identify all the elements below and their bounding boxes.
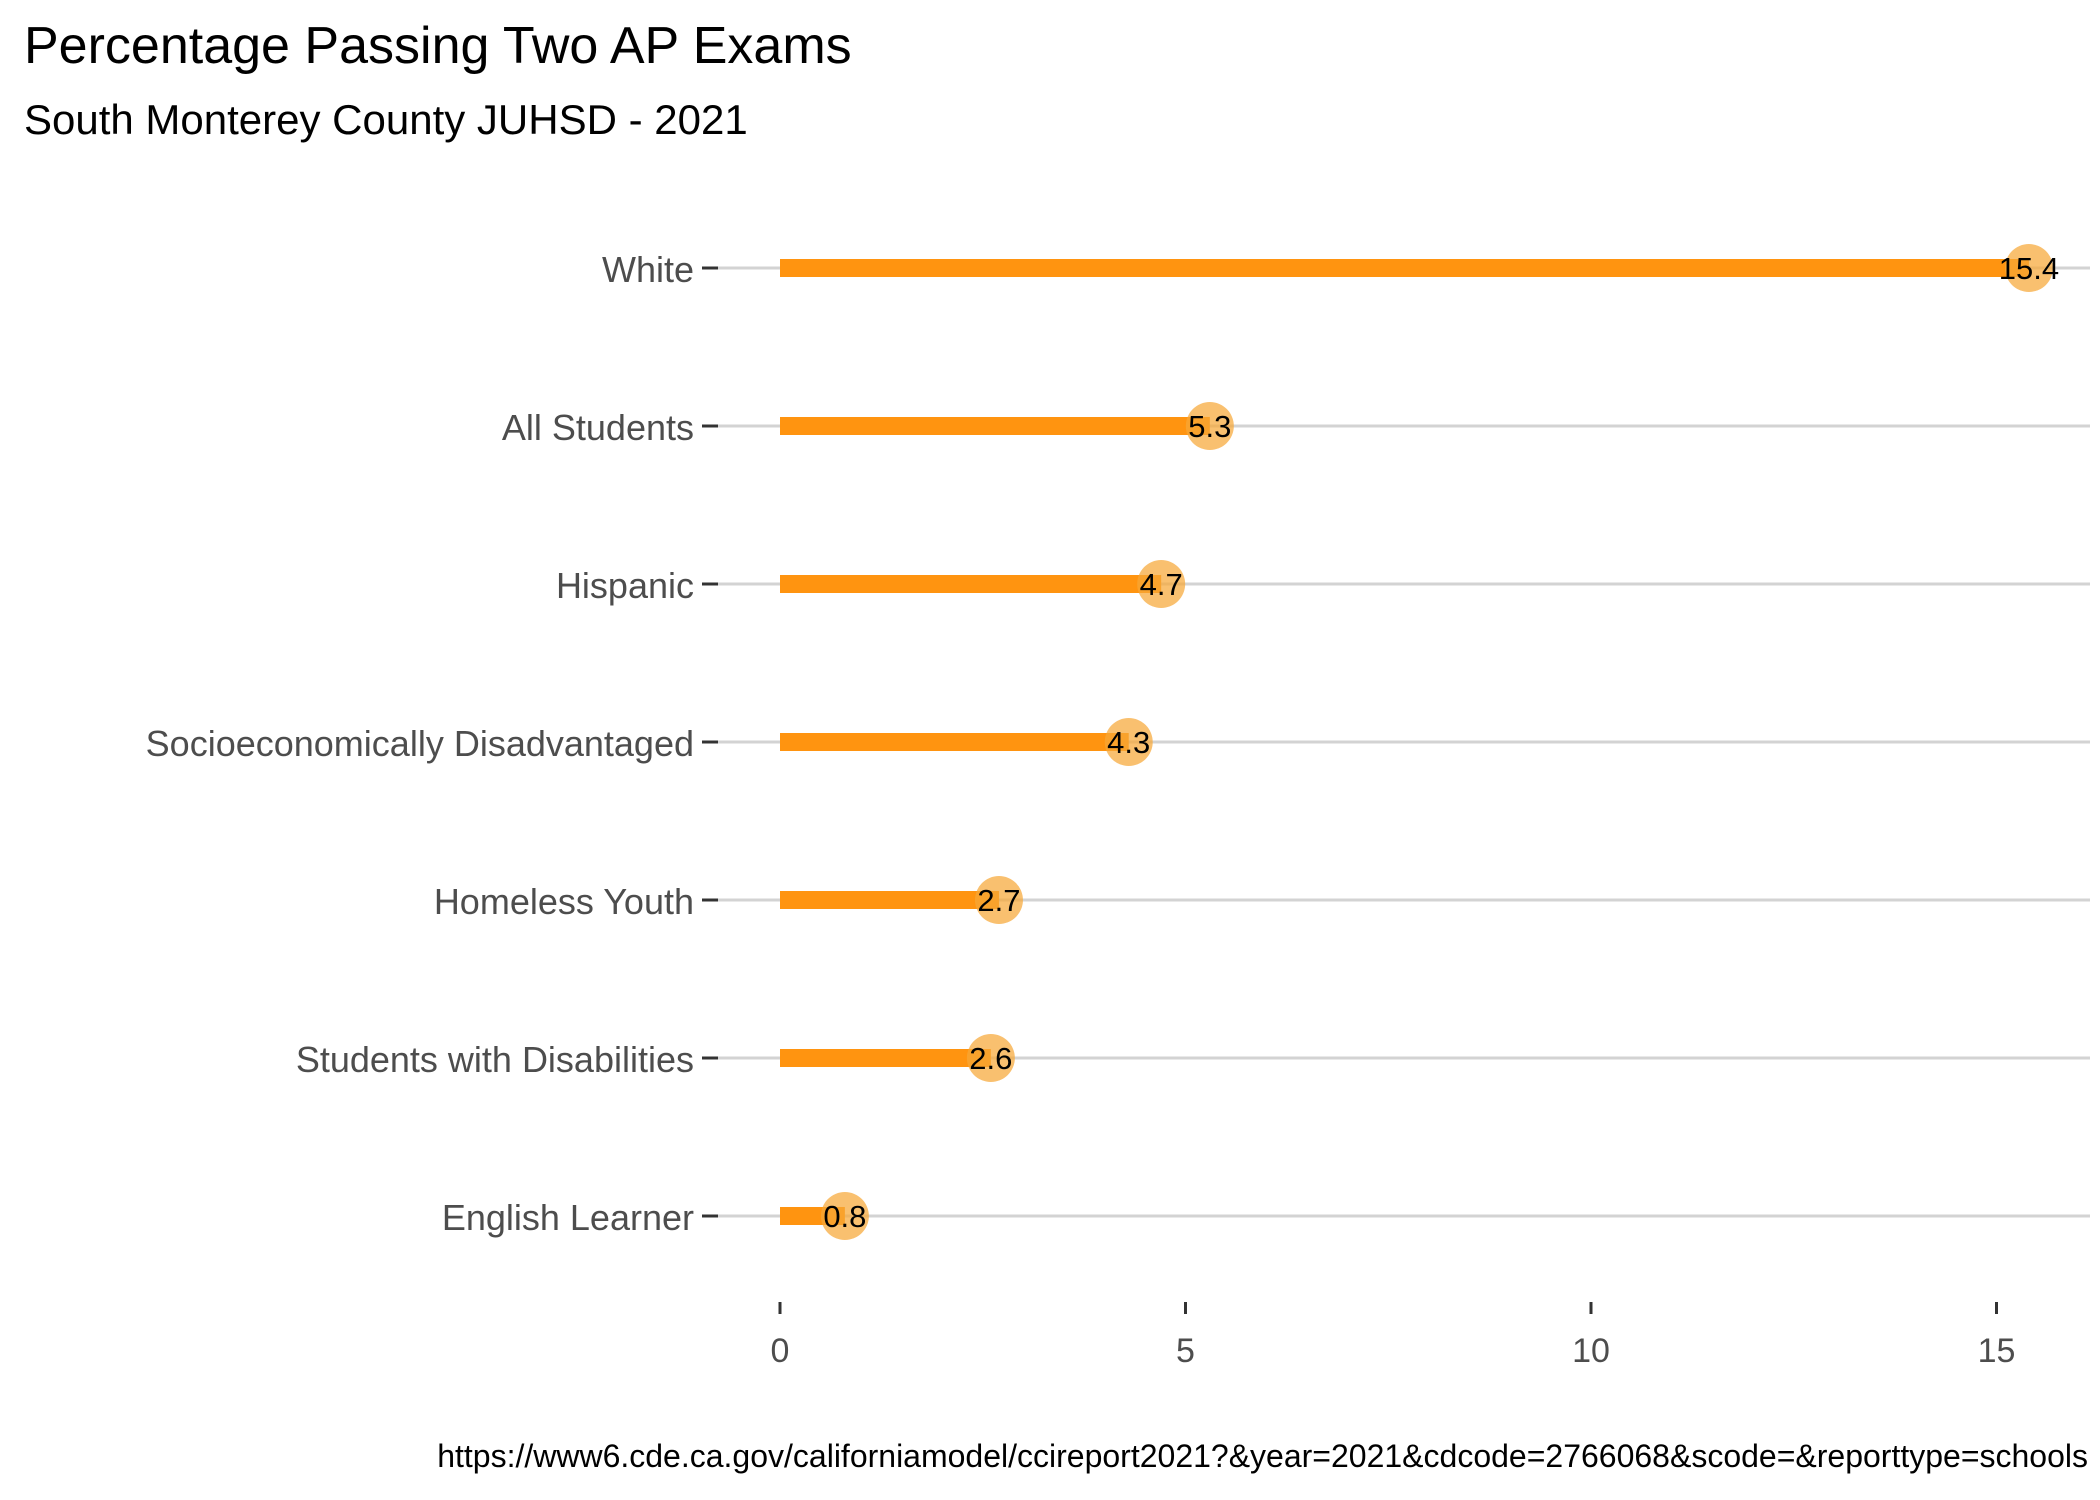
y-tick-label: Students with Disabilities (296, 1039, 694, 1080)
data-label: 2.6 (969, 1041, 1012, 1076)
x-tick-label: 0 (771, 1332, 790, 1370)
bar (780, 417, 1210, 435)
point (974, 876, 1023, 924)
y-tick-label: English Learner (442, 1197, 694, 1238)
x-tick-label: 5 (1176, 1332, 1195, 1370)
points (820, 244, 2053, 1240)
bar (780, 891, 999, 909)
bar (780, 1049, 991, 1067)
point (1104, 718, 1153, 766)
x-tick-label: 10 (1572, 1332, 1610, 1370)
y-tick-label: Socioeconomically Disadvantaged (146, 723, 694, 764)
y-axis-labels: White All Students Hispanic Socioeconomical… (146, 249, 718, 1238)
bar (780, 733, 1129, 751)
bar (780, 575, 1162, 593)
y-tick-label: All Students (502, 407, 694, 448)
data-label: 4.7 (1140, 567, 1183, 602)
data-label: 5.3 (1188, 409, 1231, 444)
point (820, 1192, 869, 1240)
y-tick-label: White (602, 249, 694, 290)
bar (780, 259, 2029, 277)
data-label: 2.7 (977, 883, 1020, 918)
point (966, 1034, 1015, 1082)
value-labels: 15.4 5.3 4.7 4.3 2.7 2.6 0.8 (823, 251, 2059, 1234)
data-label: 4.3 (1107, 725, 1150, 760)
x-axis: 0 5 10 15 (771, 1302, 2016, 1370)
chart-title: Percentage Passing Two AP Exams (24, 17, 852, 75)
point (2004, 244, 2053, 292)
data-label: 15.4 (1999, 251, 2059, 286)
y-tick-label: Hispanic (556, 565, 694, 606)
chart-subtitle: South Monterey County JUHSD - 2021 (24, 96, 748, 143)
point (1185, 402, 1234, 450)
point (1137, 560, 1186, 608)
source-caption: https://www6.cde.ca.gov/californiamodel/… (437, 1438, 2088, 1474)
y-tick-label: Homeless Youth (434, 881, 694, 922)
data-label: 0.8 (823, 1199, 866, 1234)
x-tick-label: 15 (1978, 1332, 2016, 1370)
